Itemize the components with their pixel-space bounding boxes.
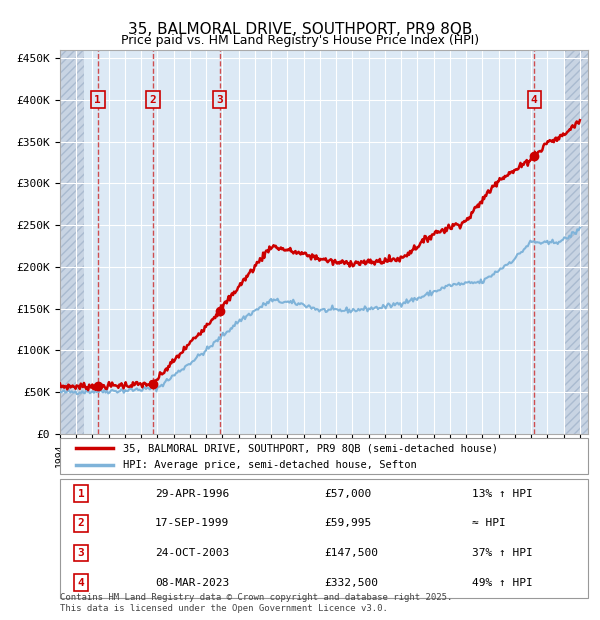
Bar — [564, 50, 588, 434]
Text: 29-APR-1996: 29-APR-1996 — [155, 489, 229, 498]
Text: 35, BALMORAL DRIVE, SOUTHPORT, PR9 8QB (semi-detached house): 35, BALMORAL DRIVE, SOUTHPORT, PR9 8QB (… — [124, 443, 499, 453]
Text: 35, BALMORAL DRIVE, SOUTHPORT, PR9 8QB: 35, BALMORAL DRIVE, SOUTHPORT, PR9 8QB — [128, 22, 472, 37]
Bar — [60, 50, 84, 434]
Text: HPI: Average price, semi-detached house, Sefton: HPI: Average price, semi-detached house,… — [124, 460, 417, 471]
Text: 17-SEP-1999: 17-SEP-1999 — [155, 518, 229, 528]
Text: Price paid vs. HM Land Registry's House Price Index (HPI): Price paid vs. HM Land Registry's House … — [121, 34, 479, 47]
Text: 3: 3 — [78, 548, 85, 558]
Text: 49% ↑ HPI: 49% ↑ HPI — [472, 578, 533, 588]
Text: 2: 2 — [78, 518, 85, 528]
Text: Contains HM Land Registry data © Crown copyright and database right 2025.
This d: Contains HM Land Registry data © Crown c… — [60, 593, 452, 613]
Text: 1: 1 — [78, 489, 85, 498]
Text: ≈ HPI: ≈ HPI — [472, 518, 506, 528]
Text: 3: 3 — [216, 95, 223, 105]
Text: 4: 4 — [78, 578, 85, 588]
Text: 08-MAR-2023: 08-MAR-2023 — [155, 578, 229, 588]
Text: £57,000: £57,000 — [324, 489, 371, 498]
Text: £59,995: £59,995 — [324, 518, 371, 528]
Text: £332,500: £332,500 — [324, 578, 378, 588]
Text: £147,500: £147,500 — [324, 548, 378, 558]
Text: 24-OCT-2003: 24-OCT-2003 — [155, 548, 229, 558]
Text: 37% ↑ HPI: 37% ↑ HPI — [472, 548, 533, 558]
Text: 1: 1 — [94, 95, 101, 105]
Text: 2: 2 — [149, 95, 157, 105]
Bar — [564, 50, 588, 434]
Bar — [60, 50, 84, 434]
Text: 13% ↑ HPI: 13% ↑ HPI — [472, 489, 533, 498]
Text: 4: 4 — [531, 95, 538, 105]
